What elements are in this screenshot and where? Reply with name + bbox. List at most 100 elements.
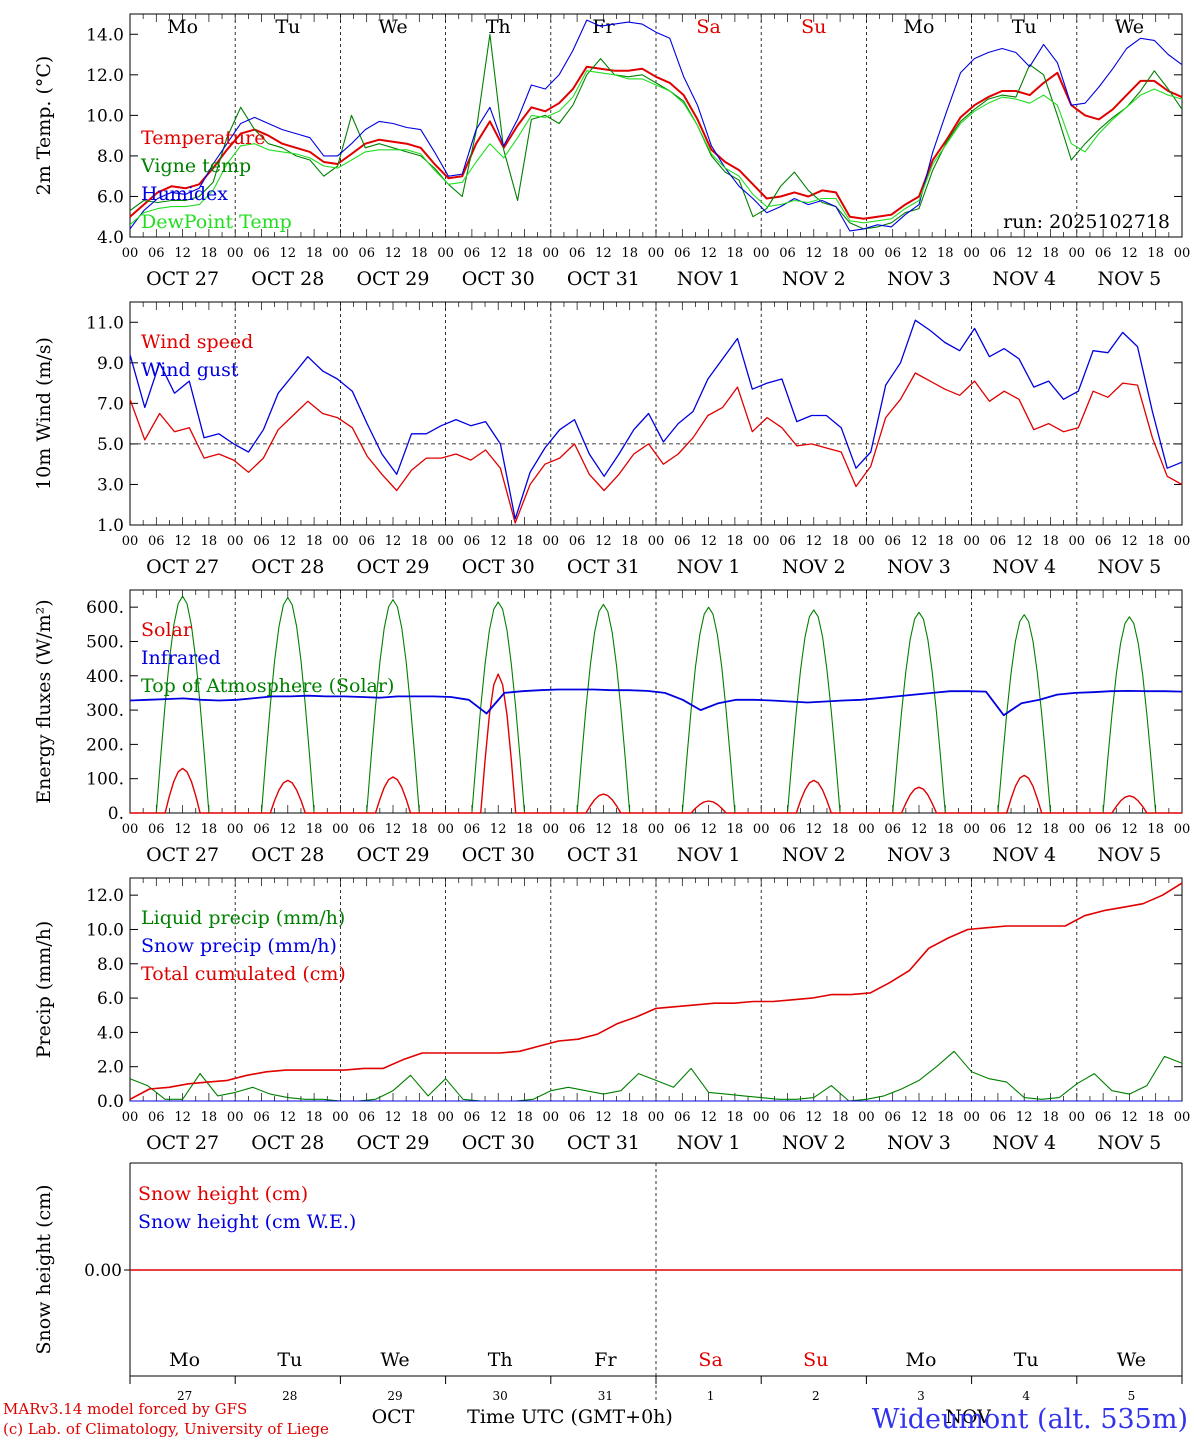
date-label: OCT 29 — [356, 844, 429, 866]
date-label: NOV 5 — [1098, 556, 1162, 578]
hour-label: 06 — [464, 822, 481, 837]
hour-label: 00 — [332, 1110, 349, 1125]
hour-label: 12 — [806, 246, 823, 261]
series-wind-speed — [129, 372, 1183, 524]
hour-label: 00 — [963, 1110, 980, 1125]
legend-temperature: Temperature — [141, 127, 265, 149]
hour-label: 12 — [490, 822, 507, 837]
day-label: We — [380, 1349, 409, 1371]
y-tick-label: 11.0 — [86, 313, 124, 333]
panel-5: 0.00 Snow height (cm) Snow height (cm) Snow… — [33, 1162, 1183, 1403]
hour-label: 12 — [911, 822, 928, 837]
hour-label: 12 — [595, 534, 612, 549]
hour-label: 06 — [1095, 246, 1112, 261]
hour-label: 18 — [937, 822, 954, 837]
date-label: OCT 31 — [567, 556, 640, 578]
hour-label: 00 — [332, 534, 349, 549]
date-label: OCT 27 — [146, 556, 219, 578]
hour-label: 18 — [1147, 822, 1164, 837]
hour-label: 18 — [201, 534, 218, 549]
date-label: OCT 27 — [146, 844, 219, 866]
hour-label: 18 — [201, 1110, 218, 1125]
hour-label: 00 — [543, 822, 560, 837]
series-solar — [130, 673, 1182, 814]
date-label: NOV 4 — [992, 268, 1056, 290]
hour-label: 00 — [437, 822, 454, 837]
y-tick-label: 2.0 — [97, 1058, 124, 1078]
hour-label: 12 — [280, 1110, 297, 1125]
date-label: NOV 3 — [887, 556, 951, 578]
hour-label: 06 — [1095, 1110, 1112, 1125]
hour-label: 06 — [779, 534, 796, 549]
y-tick-label: 3.0 — [97, 475, 124, 495]
y-tick-label: 400. — [86, 667, 124, 687]
hour-label: 18 — [621, 1110, 638, 1125]
month-label-oct: OCT — [372, 1406, 415, 1428]
day-label: Tu — [275, 16, 300, 38]
date-label: NOV 4 — [992, 1132, 1056, 1154]
date-label: NOV 2 — [782, 1132, 846, 1154]
date-label: NOV 1 — [677, 268, 741, 290]
hour-label: 12 — [490, 246, 507, 261]
date-label: NOV 5 — [1098, 268, 1162, 290]
date-label: OCT 29 — [356, 1132, 429, 1154]
series-humidex — [129, 19, 1183, 232]
y-tick-label: 0.0 — [97, 1092, 124, 1112]
hour-label: 06 — [148, 246, 165, 261]
hour-label: 18 — [727, 534, 744, 549]
hour-label: 00 — [227, 822, 244, 837]
panel-2: 00 06 12 18 00 06 12 18 00 06 12 18 00 06 12 18 00 06 12 18… — [33, 301, 1190, 578]
hour-label: 18 — [937, 1110, 954, 1125]
day-number: 5 — [1128, 1389, 1136, 1403]
date-label: OCT 28 — [251, 844, 324, 866]
hour-label: 12 — [806, 1110, 823, 1125]
date-label: NOV 3 — [887, 268, 951, 290]
day-label: Tu — [1012, 16, 1037, 38]
legend-snow-height-cm-w-e-: Snow height (cm W.E.) — [138, 1211, 356, 1233]
legend-top-of-atmosphere-solar-: Top of Atmosphere (Solar) — [141, 675, 394, 697]
series-infrared — [129, 688, 1183, 717]
hour-label: 00 — [1069, 1110, 1086, 1125]
date-label: OCT 30 — [462, 1132, 535, 1154]
hour-label: 12 — [174, 822, 191, 837]
hour-label: 12 — [806, 822, 823, 837]
date-label: OCT 27 — [146, 1132, 219, 1154]
x-axis-title: Time UTC (GMT+0h) — [467, 1406, 673, 1428]
legend-humidex: Humidex — [141, 183, 228, 205]
hour-label: 18 — [411, 1110, 428, 1125]
hour-label: 18 — [516, 246, 533, 261]
day-number: 1 — [707, 1389, 715, 1403]
credit-line-1: MARv3.14 model forced by GFS — [3, 1400, 247, 1418]
hour-label: 18 — [201, 822, 218, 837]
hour-label: 12 — [280, 534, 297, 549]
hour-label: 12 — [1121, 534, 1138, 549]
hour-label: 12 — [1121, 822, 1138, 837]
hour-label: 18 — [832, 822, 849, 837]
hour-label: 06 — [148, 1110, 165, 1125]
hour-label: 12 — [911, 246, 928, 261]
day-label: Tu — [277, 1349, 302, 1371]
hour-label: 18 — [306, 822, 323, 837]
panel-frame — [129, 301, 1183, 526]
y-tick-label: 200. — [86, 735, 124, 755]
hour-label: 06 — [464, 246, 481, 261]
station-label: Wideumont (alt. 535m) — [872, 1404, 1188, 1435]
day-label: Th — [488, 1349, 513, 1371]
date-label: OCT 29 — [356, 268, 429, 290]
date-label: NOV 2 — [782, 268, 846, 290]
legend-wind-gust: Wind gust — [141, 359, 239, 381]
day-number: 31 — [598, 1389, 613, 1403]
hour-label: 18 — [727, 246, 744, 261]
hour-label: 06 — [464, 534, 481, 549]
legend-snow-height-cm-: Snow height (cm) — [138, 1183, 308, 1205]
y-tick-label: 6.0 — [97, 187, 124, 207]
hour-label: 00 — [543, 534, 560, 549]
date-label: NOV 1 — [677, 1132, 741, 1154]
hour-label: 12 — [911, 1110, 928, 1125]
hour-label: 12 — [385, 822, 402, 837]
y-tick-label: 0. — [108, 804, 124, 824]
panel-frame — [129, 589, 1183, 814]
hour-label: 00 — [753, 822, 770, 837]
date-label: OCT 28 — [251, 1132, 324, 1154]
hour-label: 06 — [358, 246, 375, 261]
